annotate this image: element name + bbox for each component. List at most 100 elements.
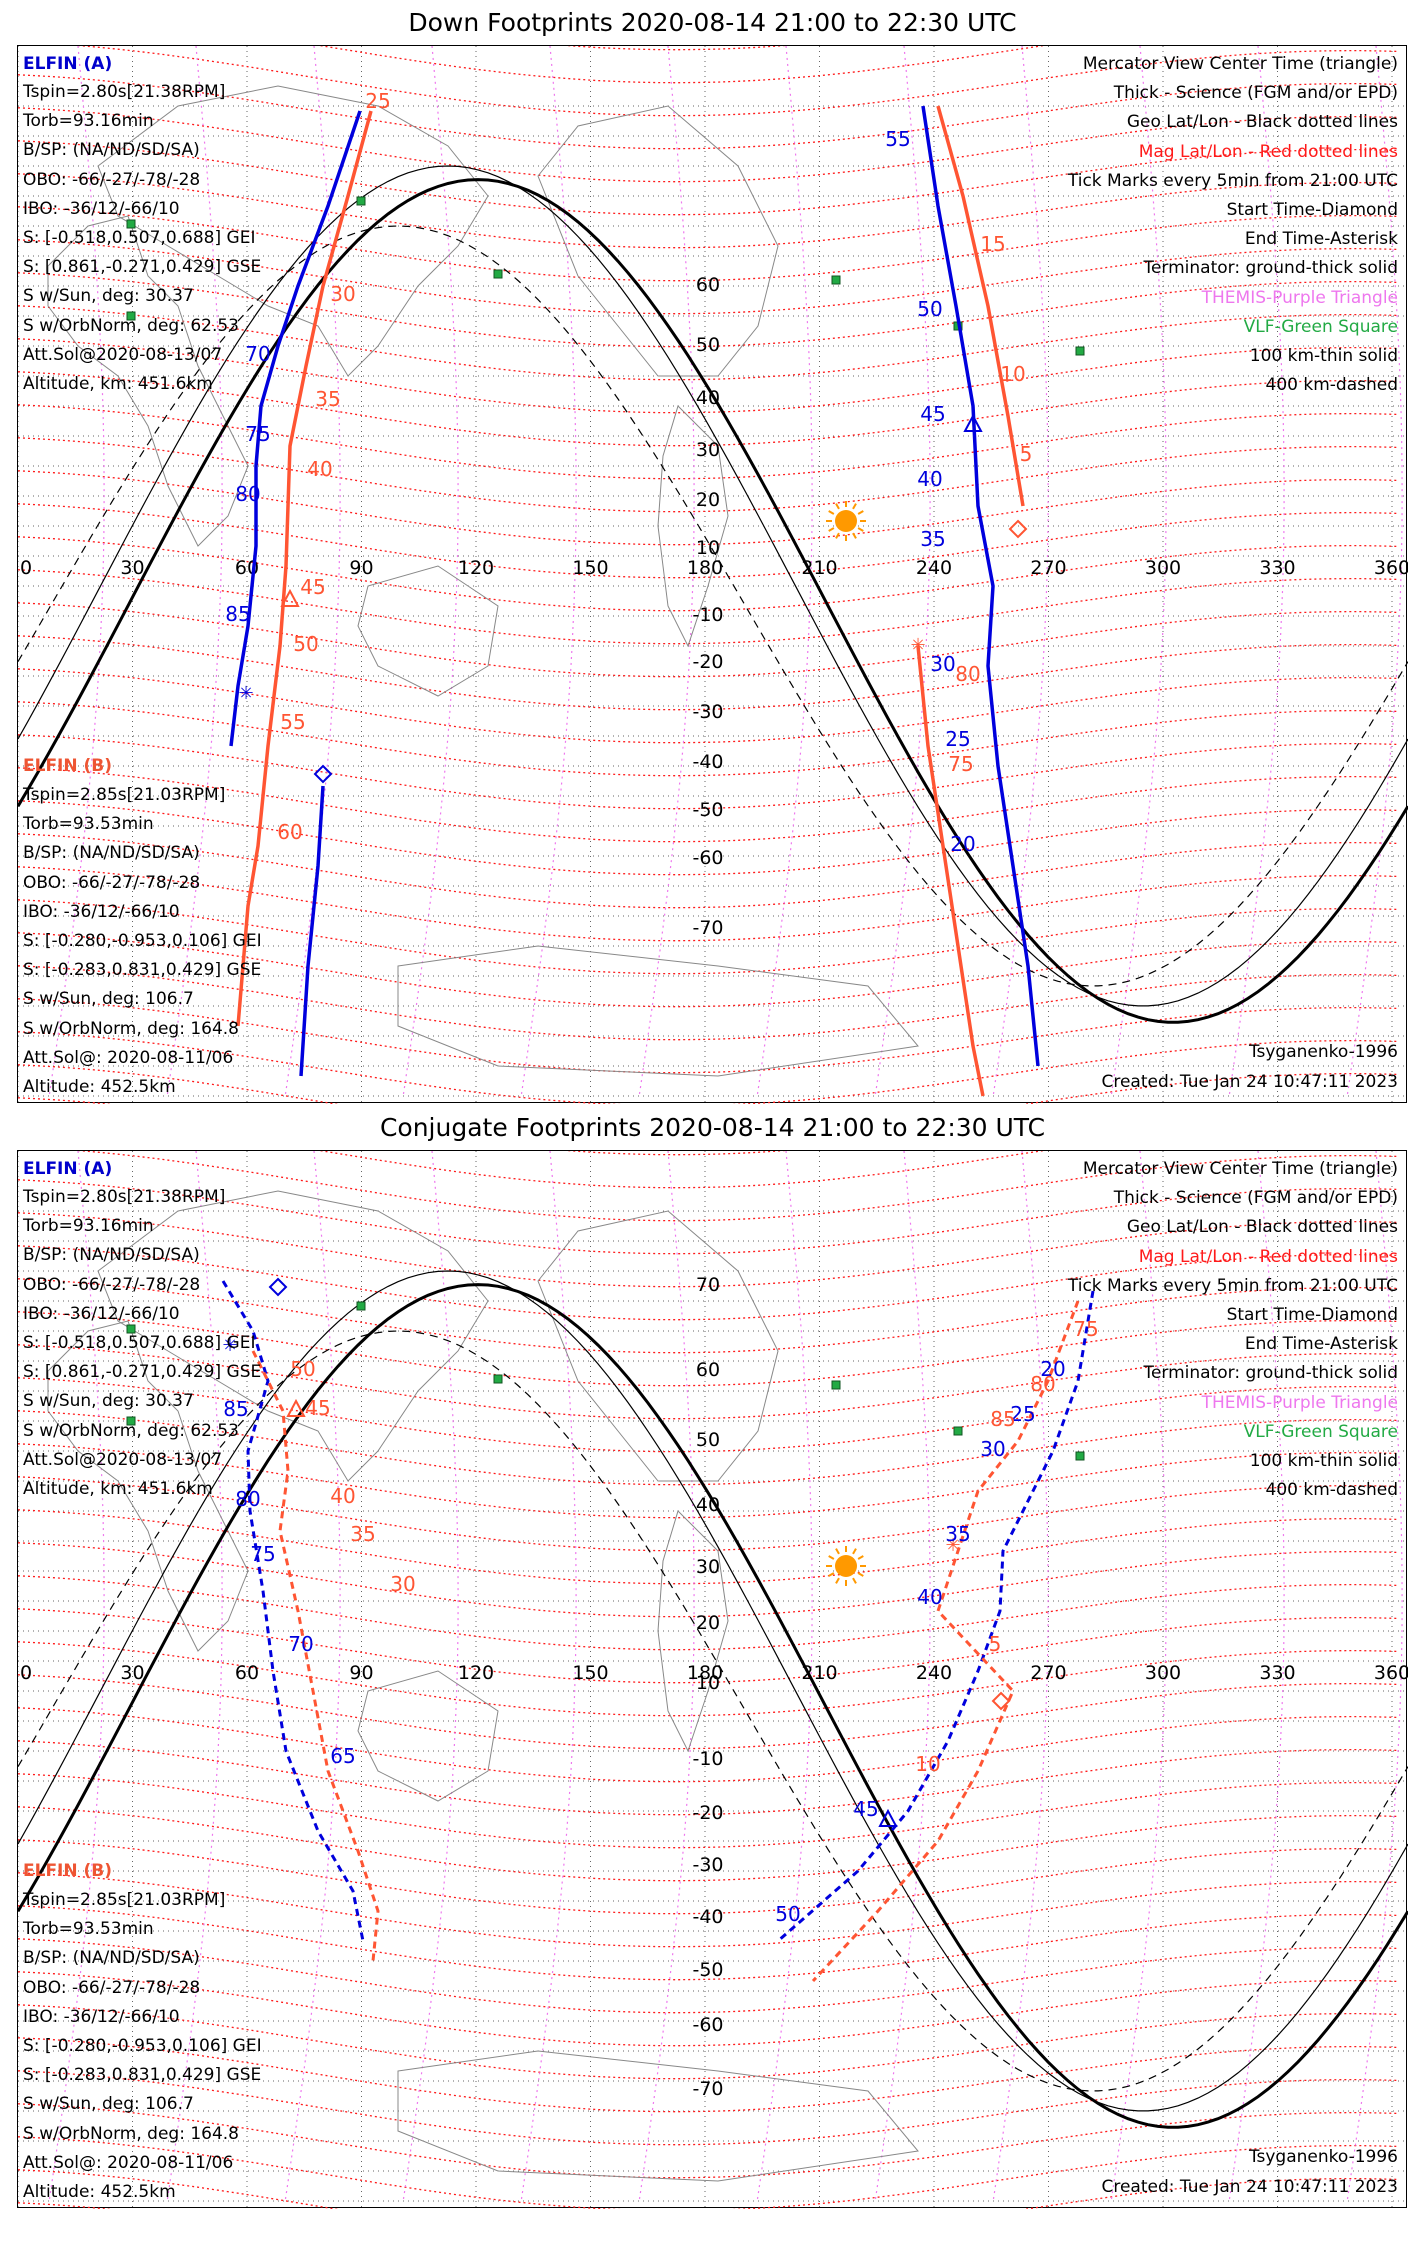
mag-lat-line: [18, 1476, 1399, 1552]
elfin-b-info: Tspin=2.85s[21.03RPM] Torb=93.53min B/SP: …: [23, 781, 262, 1102]
elfin-a-tick-label: 25: [1010, 1402, 1035, 1426]
lon-tick-label: 270: [1030, 557, 1066, 579]
lon-tick-label: 60: [235, 1662, 259, 1684]
panel-title-down: Down Footprints 2020-08-14 21:00 to 22:3…: [408, 8, 1017, 37]
mag-lat-line: [18, 1872, 1399, 1948]
terminator-100km: [18, 1270, 1408, 2112]
lat-tick-label: -30: [692, 1854, 723, 1876]
elfin-b-track-east-conj: [811, 1300, 1080, 1983]
legend-line: End Time-Asterisk: [1244, 229, 1398, 250]
mag-lat-line: [18, 107, 1399, 183]
mag-lat-line: [75, 1151, 1399, 1222]
vlf-square-icon: [356, 196, 366, 206]
vlf-square-icon: [831, 275, 841, 285]
legend-line: Geo Lat/Lon - Black dotted lines: [1126, 112, 1398, 133]
legend-line: Terminator: ground-thick solid: [1143, 258, 1398, 279]
land-outline: [357, 1670, 499, 1802]
elfin-a-track-conj: [221, 1280, 365, 1942]
mag-lat-line: [18, 1938, 1399, 2014]
mag-lat-line: [18, 1971, 1399, 2047]
elfin-b-tick-label: 60: [277, 820, 302, 844]
elfin-a-tick-label: 45: [920, 402, 945, 426]
legend-line: 400 km-dashed: [1265, 1480, 1398, 1501]
mag-lat-line: [18, 470, 1399, 546]
mag-lat-line: [18, 569, 1399, 645]
elfin-b-tick-label: 5: [989, 1632, 1002, 1656]
sun-ray: [852, 1577, 857, 1584]
lon-tick-label: 330: [1259, 557, 1295, 579]
map-frame-down: 0 30 60 90 120 150 180 210 240 270 300 330 360 60 50 40…: [17, 45, 1408, 1104]
sun-ray: [852, 532, 857, 539]
legend: Mercator View Center Time (triangle) Thic…: [1068, 1155, 1398, 1505]
elfin-b-tick-label: 75: [1073, 1317, 1098, 1341]
lon-tick-label: 0: [20, 557, 32, 579]
start-diamond-icon: [268, 1277, 288, 1297]
lon-tick-label: 180: [687, 1662, 723, 1684]
lon-tick-label: 180: [687, 557, 723, 579]
elfin-b-tick-label: 55: [280, 710, 305, 734]
land-outline: [397, 2050, 919, 2182]
end-asterisk-icon: ✳: [238, 683, 253, 704]
mag-lat-line: [18, 1806, 1399, 1882]
mag-lon-line: [284, 46, 341, 1097]
info-line: Torb=93.16min: [23, 111, 154, 132]
lat-tick-label: 10: [696, 1672, 720, 1694]
info-line: B/SP: (NA/ND/SD/SA): [23, 843, 200, 864]
lon-tick-label: 30: [120, 1662, 144, 1684]
info-line: OBO: -66/-27/-78/-28: [23, 1274, 201, 1295]
sun-ray: [852, 503, 857, 510]
mag-lat-line: [18, 1278, 1399, 1354]
mag-lat-line: [18, 305, 1399, 381]
mag-lat-line: [18, 932, 1399, 1008]
mag-lat-line: [18, 2103, 1399, 2179]
lon-tick-label: 300: [1145, 557, 1181, 579]
mag-lat-line: [18, 1641, 1399, 1717]
lat-tick-label: -30: [692, 701, 723, 723]
elfin-a-label: ELFIN (A): [23, 54, 113, 74]
elfin-a-tick-label: 85: [225, 602, 250, 626]
info-line: S w/Sun, deg: 30.37: [23, 1391, 194, 1412]
terminator-100km: [18, 165, 1408, 1007]
lat-tick-label: -70: [692, 917, 723, 939]
lon-tick-label: 120: [458, 1662, 494, 1684]
mag-lat-line: [18, 800, 1399, 876]
sun-ray: [857, 527, 864, 532]
mag-lat-line: [18, 173, 1399, 249]
mag-lon-line: [874, 46, 931, 1097]
sun-ray: [828, 527, 835, 532]
lat-tick-label: 40: [696, 387, 720, 409]
lat-tick-label: 10: [696, 537, 720, 559]
lat-tick-label: 40: [696, 1494, 720, 1516]
mag-lat-line: [18, 998, 1399, 1074]
elfin-b-track-east-2: [916, 645, 985, 1097]
elfin-b-tick-label: 5: [1020, 442, 1033, 466]
sun-ray: [828, 1572, 835, 1577]
start-diamond-icon: [1008, 519, 1028, 539]
lat-tick-label: 30: [696, 1556, 720, 1578]
end-asterisk-icon: ✳: [945, 1535, 960, 1556]
elfin-b-track-conj: [251, 1350, 380, 1962]
vlf-square-icon: [953, 1426, 963, 1436]
created-label: Created: Tue Jan 24 10:47:11 2023: [1101, 1072, 1398, 1092]
info-line: S w/Sun, deg: 30.37: [23, 286, 194, 307]
sun-ray: [857, 1555, 864, 1560]
vlf-square-icon: [126, 1416, 136, 1426]
start-diamond-icon: [991, 1691, 1011, 1711]
mag-lat-line: [18, 437, 1399, 513]
panel-title-conjugate: Conjugate Footprints 2020-08-14 21:00 to…: [379, 1113, 1046, 1142]
elfin-a-tick-label: 70: [245, 342, 270, 366]
elfin-b-tick-label: 30: [330, 282, 355, 306]
mag-lat-line: [18, 74, 1399, 150]
lat-tick-label: -50: [692, 799, 723, 821]
mag-lat-line: [18, 503, 1399, 579]
mag-lat-line: [18, 1064, 1399, 1104]
elfin-b-tick-label: 75: [948, 752, 973, 776]
info-line: S: [-0.518,0.507,0.688] GEI: [23, 1333, 256, 1354]
elfin-b-tick-label: 40: [330, 1484, 355, 1508]
elfin-a-tick-label: 35: [920, 527, 945, 551]
sun-ray: [828, 1555, 835, 1560]
lon-tick-label: 240: [916, 1662, 952, 1684]
mag-lat-line: [18, 1905, 1399, 1981]
mag-lat-line: [18, 371, 1399, 447]
info-line: Altitude: 452.5km: [23, 2182, 176, 2203]
